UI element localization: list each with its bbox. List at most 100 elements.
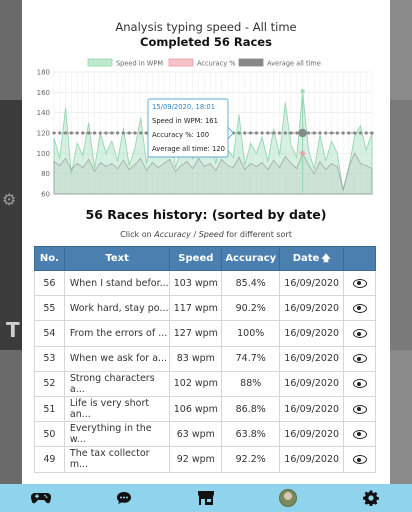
cell-text: Work hard, stay po... xyxy=(63,295,171,322)
average-point xyxy=(104,131,108,135)
average-point xyxy=(341,131,345,135)
y-tick-label: 100 xyxy=(37,150,50,158)
average-point xyxy=(254,131,258,135)
cell-view[interactable] xyxy=(343,421,376,448)
eye-icon[interactable] xyxy=(352,429,367,439)
eye-icon[interactable] xyxy=(352,379,367,389)
accuracy-point xyxy=(300,150,306,156)
cell-speed: 83 wpm xyxy=(169,345,223,372)
nav-settings[interactable] xyxy=(351,484,391,512)
average-point xyxy=(92,131,97,135)
cell-accuracy: 90.2% xyxy=(221,295,281,322)
average-point xyxy=(329,131,334,135)
average-point xyxy=(266,131,270,135)
table-row: 54 From the errors of ... 127 wpm 100% 16/09… xyxy=(34,320,376,347)
cell-date: 16/09/2020 xyxy=(279,421,345,448)
nav-games[interactable] xyxy=(21,484,61,512)
average-point xyxy=(312,131,316,135)
background-right xyxy=(390,0,412,484)
col-header-accuracy[interactable]: Accuracy xyxy=(221,246,281,271)
eye-icon[interactable] xyxy=(352,354,367,364)
cell-accuracy: 100% xyxy=(221,320,281,347)
note-accuracy: Accuracy xyxy=(154,230,191,239)
average-point xyxy=(52,131,56,135)
cell-no: 55 xyxy=(34,295,65,322)
history-note: Click on Accuracy / Speed for different … xyxy=(120,230,292,239)
cell-view[interactable] xyxy=(343,345,376,372)
average-point xyxy=(110,131,114,135)
eye-icon[interactable] xyxy=(352,278,367,288)
average-point xyxy=(283,131,287,135)
cell-no: 56 xyxy=(34,269,65,297)
cell-view[interactable] xyxy=(343,295,376,322)
average-point xyxy=(364,131,368,135)
series-accuracy-line xyxy=(53,152,373,195)
table-row: 55 Work hard, stay po... 117 wpm 90.2% 16/09… xyxy=(34,295,376,322)
table-row: 52 Strong characters a... 102 wpm 88% 16/09/… xyxy=(34,370,376,397)
avatar xyxy=(279,489,298,507)
average-point xyxy=(353,131,357,135)
cell-text: When I stand befor... xyxy=(63,269,171,297)
legend-label: Average all time xyxy=(267,60,321,68)
tooltip-accuracy: Accuracy %: 100 xyxy=(152,131,209,139)
tooltip-caret xyxy=(227,125,234,141)
eye-icon[interactable] xyxy=(352,303,367,313)
cell-date: 16/09/2020 xyxy=(279,320,345,347)
sort-up-icon: 🡅 xyxy=(321,253,331,264)
y-tick-label: 60 xyxy=(41,191,50,199)
cell-view[interactable] xyxy=(343,370,376,397)
col-header-no: No. xyxy=(34,246,65,271)
nav-chat[interactable] xyxy=(104,484,144,512)
y-tick-label: 120 xyxy=(37,130,50,138)
average-point xyxy=(144,131,149,135)
cell-view[interactable] xyxy=(343,320,376,347)
average-point xyxy=(75,131,79,135)
speed-chart[interactable]: Speed in WPM Accuracy % Average all time 60… xyxy=(22,52,390,202)
col-header-speed[interactable]: Speed xyxy=(169,246,223,271)
cell-no: 53 xyxy=(34,345,65,372)
cell-accuracy: 88% xyxy=(221,370,281,397)
nav-shop[interactable] xyxy=(186,484,226,512)
cell-accuracy: 74.7% xyxy=(221,345,281,372)
legend-swatch xyxy=(87,58,113,67)
average-point xyxy=(98,131,102,135)
col-header-date[interactable]: Date 🡅 xyxy=(279,246,345,271)
background-gear-icon: ⚙ xyxy=(2,190,17,209)
average-point xyxy=(87,131,91,135)
cell-no: 49 xyxy=(34,446,65,473)
table-row: 50 Everything in the w... 63 wpm 63.8% 16/09… xyxy=(34,421,376,448)
cell-view[interactable] xyxy=(343,269,376,297)
average-point xyxy=(324,131,328,135)
legend-swatch xyxy=(238,58,264,67)
chart-title: Analysis typing speed - All time xyxy=(115,20,297,34)
average-point xyxy=(358,131,363,135)
cell-date: 16/09/2020 xyxy=(279,269,345,297)
table-row: 49 The tax collector m... 92 wpm 92.2% 16/09… xyxy=(34,446,376,473)
chart-subtitle: Completed 56 Races xyxy=(140,35,272,49)
y-tick-label: 80 xyxy=(41,170,50,178)
eye-icon[interactable] xyxy=(352,404,367,414)
note-speed: Speed xyxy=(198,230,224,239)
cell-speed: 117 wpm xyxy=(169,295,223,322)
nav-profile[interactable] xyxy=(268,484,308,512)
average-point xyxy=(63,131,68,135)
cell-speed: 106 wpm xyxy=(169,395,223,423)
tooltip-average: Average all time: 120 xyxy=(152,145,225,153)
cell-view[interactable] xyxy=(343,395,376,423)
cell-speed: 63 wpm xyxy=(169,421,223,448)
y-tick-label: 160 xyxy=(37,89,50,97)
average-point xyxy=(121,131,125,135)
average-point xyxy=(69,131,73,135)
eye-icon[interactable] xyxy=(352,454,367,464)
legend-swatch xyxy=(168,58,194,67)
table-row: 56 When I stand befor... 103 wpm 85.4% 16/09… xyxy=(34,269,376,297)
cell-speed: 127 wpm xyxy=(169,320,223,347)
average-point xyxy=(133,131,137,135)
cell-date: 16/09/2020 xyxy=(279,395,345,423)
eye-icon[interactable] xyxy=(352,328,367,338)
average-point xyxy=(237,131,241,135)
background-left: ⚙ T xyxy=(0,0,22,484)
cell-view[interactable] xyxy=(343,446,376,473)
table-row: 51 Life is very short an... 106 wpm 86.8% 16… xyxy=(34,395,376,423)
average-point xyxy=(116,131,120,135)
